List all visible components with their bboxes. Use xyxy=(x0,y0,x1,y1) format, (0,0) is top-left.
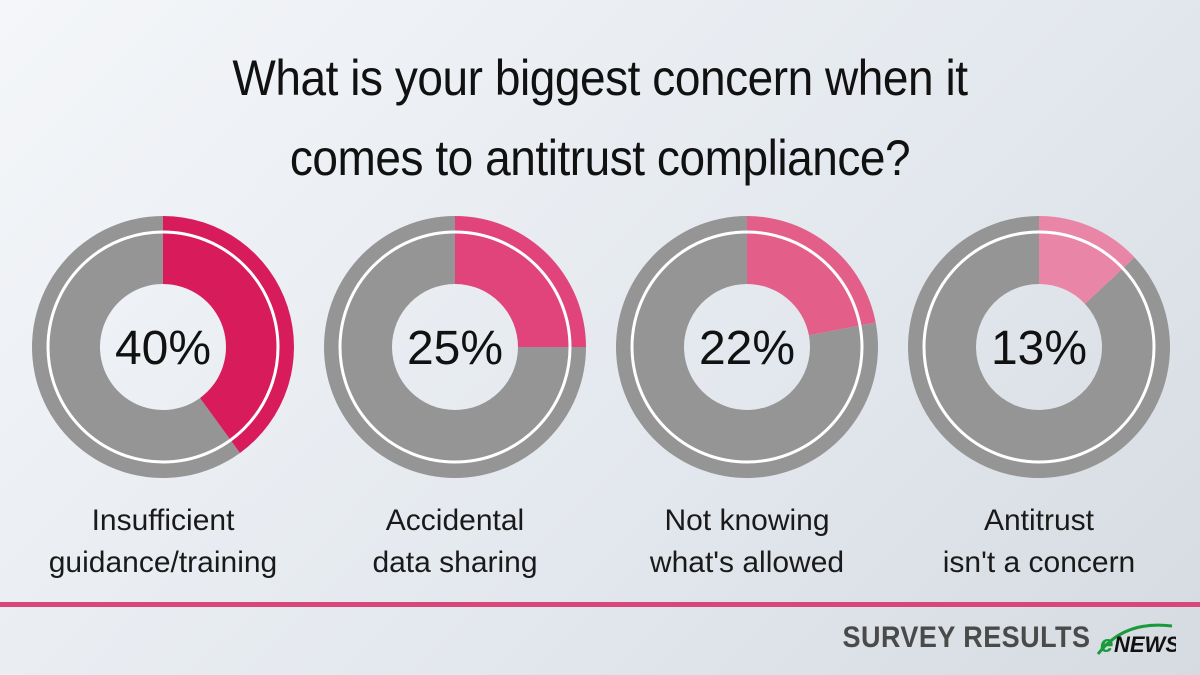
divider xyxy=(0,602,1200,607)
donut-1: 25% xyxy=(324,216,586,478)
data-label: 13% xyxy=(991,322,1087,375)
title-line-1: What is your biggest concern when it xyxy=(232,50,968,106)
data-label: 22% xyxy=(699,322,795,375)
enews-logo: e NEWS xyxy=(1096,623,1176,658)
title-line-2: comes to antitrust compliance? xyxy=(289,130,911,186)
data-label: 40% xyxy=(115,322,211,375)
donut-remainder xyxy=(616,216,878,478)
donut-remainder xyxy=(32,216,240,479)
label-0: Insufficient guidance/training xyxy=(48,504,278,579)
donut-ring xyxy=(46,230,280,464)
donut-slice xyxy=(163,216,294,453)
donut-3: 13% xyxy=(908,216,1170,478)
donut-slice xyxy=(1039,216,1135,304)
donut-remainder xyxy=(324,216,586,478)
donut-slice xyxy=(747,216,876,336)
label-1: Accidental data sharing xyxy=(372,504,538,579)
svg-text:e: e xyxy=(1100,631,1113,658)
donut-ring xyxy=(338,230,572,464)
donut-remainder xyxy=(908,216,1170,478)
donut-slice xyxy=(455,216,586,347)
label-3: Antitrust isn't a concern xyxy=(942,504,1136,579)
donut-2: 22% xyxy=(616,216,878,478)
donut-ring xyxy=(630,230,864,464)
donut-ring xyxy=(922,230,1156,464)
chart-title: What is your biggest concern when it com… xyxy=(48,38,1152,198)
data-label: 25% xyxy=(407,322,503,375)
svg-text:NEWS: NEWS xyxy=(1114,632,1176,657)
label-2: Not knowing what's allowed xyxy=(649,504,845,579)
donut-0: 40% xyxy=(32,216,294,479)
footer-text: SURVEY RESULTS xyxy=(842,621,1090,654)
